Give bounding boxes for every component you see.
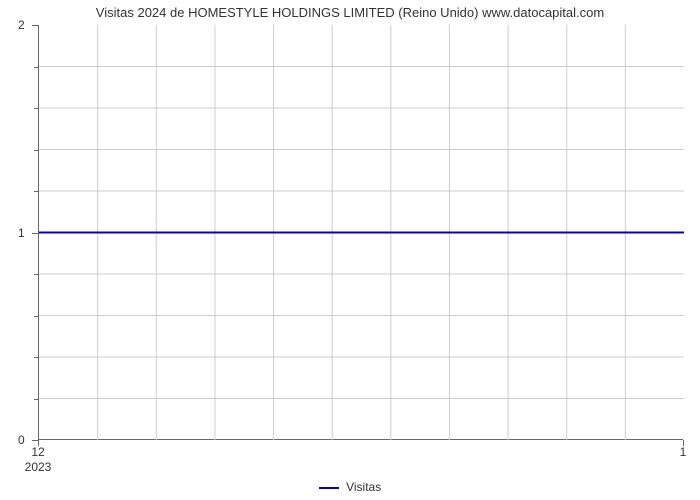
legend-label: Visitas [346,480,381,494]
legend-line-icon [319,487,339,489]
y-tick [32,233,38,234]
x-tick [683,440,684,446]
x-year-label: 2023 [25,460,52,474]
x-tick-label: 12 [31,445,44,459]
y-minor-tick [34,357,38,358]
y-tick-label: 1 [18,226,25,240]
chart-title: Visitas 2024 de HOMESTYLE HOLDINGS LIMIT… [0,5,700,20]
legend: Visitas [0,480,700,494]
y-minor-tick [34,150,38,151]
y-minor-tick [34,67,38,68]
plot-svg [39,25,684,440]
y-minor-tick [34,108,38,109]
y-tick-label: 2 [18,18,25,32]
y-minor-tick [34,399,38,400]
y-minor-tick [34,274,38,275]
y-tick-label: 0 [18,433,25,447]
x-tick-label: 1 [680,445,687,459]
chart-container: Visitas 2024 de HOMESTYLE HOLDINGS LIMIT… [0,0,700,500]
y-minor-tick [34,191,38,192]
y-minor-tick [34,316,38,317]
x-tick [38,440,39,446]
plot-area [38,25,683,440]
y-tick [32,25,38,26]
